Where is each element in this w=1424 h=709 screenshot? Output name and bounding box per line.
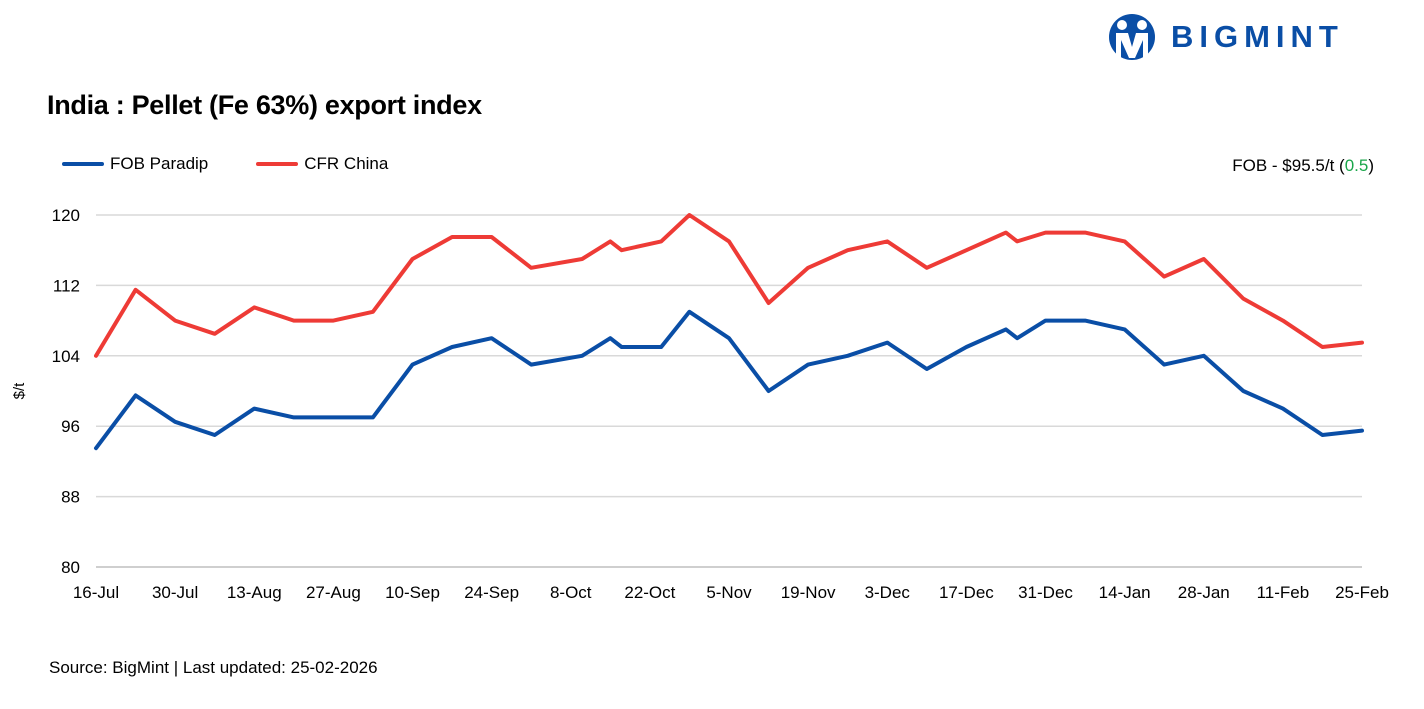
x-tick-label: 27-Aug bbox=[306, 583, 361, 602]
x-tick-label: 16-Jul bbox=[73, 583, 119, 602]
legend-swatch-fob bbox=[62, 162, 104, 166]
y-tick-label: 104 bbox=[52, 347, 80, 366]
y-tick-label: 88 bbox=[61, 488, 80, 507]
legend-item-cfr: CFR China bbox=[256, 154, 388, 174]
x-tick-label: 17-Dec bbox=[939, 583, 994, 602]
legend-swatch-cfr bbox=[256, 162, 299, 166]
x-tick-label: 30-Jul bbox=[152, 583, 198, 602]
bigmint-logo: BIGMINT bbox=[1107, 14, 1344, 60]
legend-label-fob: FOB Paradip bbox=[110, 154, 209, 173]
series-line-fob-paradip bbox=[94, 309, 1364, 451]
x-tick-label: 22-Oct bbox=[624, 583, 675, 602]
x-tick-label: 5-Nov bbox=[706, 583, 752, 602]
y-axis-label: $/t bbox=[11, 382, 28, 400]
chart-legend: FOB Paradip CFR China bbox=[62, 154, 388, 174]
series-line-cfr-china bbox=[94, 213, 1364, 358]
fob-note-prefix: FOB - $95.5/t ( bbox=[1232, 156, 1345, 175]
legend-label-cfr: CFR China bbox=[304, 154, 389, 173]
x-tick-label: 19-Nov bbox=[781, 583, 836, 602]
x-tick-label: 10-Sep bbox=[385, 583, 440, 602]
x-tick-label: 8-Oct bbox=[550, 583, 592, 602]
x-tick-label: 13-Aug bbox=[227, 583, 282, 602]
fob-note-change: 0.5 bbox=[1344, 156, 1369, 175]
logo-icon bbox=[1109, 14, 1155, 60]
source-note: Source: BigMint | Last updated: 25-02-20… bbox=[49, 658, 378, 677]
fob-note-suffix: ) bbox=[1368, 156, 1374, 175]
legend-item-fob: FOB Paradip bbox=[62, 154, 208, 174]
y-tick-label: 120 bbox=[52, 206, 80, 225]
y-tick-label: 96 bbox=[61, 417, 80, 436]
x-tick-label: 28-Jan bbox=[1178, 583, 1230, 602]
x-tick-label: 14-Jan bbox=[1099, 583, 1151, 602]
fob-price-note: FOB - $95.5/t (0.5) bbox=[1232, 156, 1374, 176]
chart-title: India : Pellet (Fe 63%) export index bbox=[47, 90, 482, 120]
x-tick-label: 31-Dec bbox=[1018, 583, 1073, 602]
x-tick-label: 11-Feb bbox=[1257, 583, 1310, 602]
x-tick-label: 25-Feb bbox=[1335, 583, 1389, 602]
y-tick-label: 80 bbox=[61, 558, 80, 577]
y-tick-label: 112 bbox=[53, 276, 80, 295]
x-tick-label: 24-Sep bbox=[464, 583, 519, 602]
x-tick-label: 3-Dec bbox=[865, 583, 911, 602]
logo-text: BIGMINT bbox=[1171, 19, 1344, 54]
